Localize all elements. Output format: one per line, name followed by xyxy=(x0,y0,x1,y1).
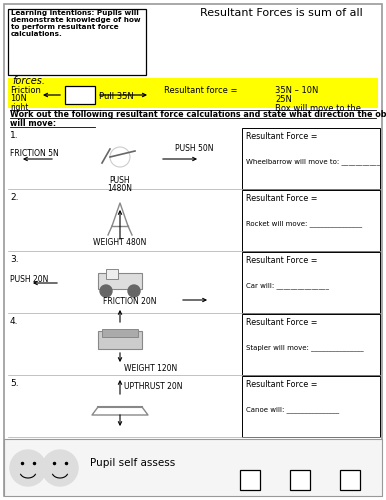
Text: Resultant Force =: Resultant Force = xyxy=(246,380,318,389)
Text: 5.: 5. xyxy=(10,379,19,388)
Bar xyxy=(98,331,142,349)
Text: 1.: 1. xyxy=(10,131,19,140)
Bar xyxy=(242,190,380,251)
Text: PUSH: PUSH xyxy=(110,176,130,185)
Text: PUSH 50N: PUSH 50N xyxy=(175,144,213,153)
Text: will move:: will move: xyxy=(10,119,56,128)
Text: 10N: 10N xyxy=(10,94,27,103)
Text: FRICTION 20N: FRICTION 20N xyxy=(103,297,157,306)
Text: Wheelbarrow will move to: ___________: Wheelbarrow will move to: ___________ xyxy=(246,158,380,165)
Text: 2.: 2. xyxy=(10,193,19,202)
Text: Pupil self assess: Pupil self assess xyxy=(90,458,175,468)
Text: UPTHRUST 20N: UPTHRUST 20N xyxy=(124,382,183,391)
Text: 4.: 4. xyxy=(10,317,19,326)
Bar xyxy=(8,9,146,75)
Text: Friction: Friction xyxy=(10,86,41,95)
Bar xyxy=(106,269,118,279)
Text: Resultant Force =: Resultant Force = xyxy=(246,194,318,203)
Text: Resultant Force =: Resultant Force = xyxy=(246,318,318,327)
Text: Stapler will move: _______________: Stapler will move: _______________ xyxy=(246,344,364,351)
Text: Resultant Force =: Resultant Force = xyxy=(246,256,318,265)
Text: right: right xyxy=(10,103,29,112)
Bar xyxy=(4,439,382,496)
Text: Box will move to the: Box will move to the xyxy=(275,104,361,113)
Text: PUSH 20N: PUSH 20N xyxy=(10,274,48,283)
Text: Car will: _______________: Car will: _______________ xyxy=(246,282,329,289)
Text: Resultant force =: Resultant force = xyxy=(164,86,237,95)
Text: WEIGHT 480N: WEIGHT 480N xyxy=(93,238,147,247)
Bar xyxy=(65,86,95,104)
Text: Rocket will move: _______________: Rocket will move: _______________ xyxy=(246,220,362,227)
Circle shape xyxy=(100,285,112,297)
Circle shape xyxy=(10,450,46,486)
Bar xyxy=(242,376,380,437)
Text: WEIGHT 120N: WEIGHT 120N xyxy=(124,364,177,373)
Text: Work out the following resultant force calculations and state what direction the: Work out the following resultant force c… xyxy=(10,110,386,119)
Text: Canoe will: _______________: Canoe will: _______________ xyxy=(246,406,339,413)
Bar xyxy=(242,314,380,375)
Text: 35N – 10N: 35N – 10N xyxy=(275,86,318,95)
Text: 1480N: 1480N xyxy=(107,184,132,193)
Text: Resultant Forces is sum of all: Resultant Forces is sum of all xyxy=(200,8,363,18)
Bar xyxy=(290,470,310,490)
Text: 3.: 3. xyxy=(10,255,19,264)
Bar xyxy=(340,470,360,490)
Bar xyxy=(242,128,380,189)
Bar xyxy=(102,329,138,337)
Bar xyxy=(98,273,142,289)
Text: Pull 35N: Pull 35N xyxy=(99,92,134,101)
Text: Learning intentions: Pupils will
demonstrate knowledge of how
to perform resulta: Learning intentions: Pupils will demonst… xyxy=(11,10,141,37)
Bar xyxy=(242,252,380,313)
Circle shape xyxy=(128,285,140,297)
Circle shape xyxy=(42,450,78,486)
Text: 25N: 25N xyxy=(275,95,292,104)
Text: FRICTION 5N: FRICTION 5N xyxy=(10,148,59,158)
Bar xyxy=(240,470,260,490)
Text: Resultant Force =: Resultant Force = xyxy=(246,132,318,141)
Bar xyxy=(8,78,378,108)
Text: forces.: forces. xyxy=(12,76,45,86)
